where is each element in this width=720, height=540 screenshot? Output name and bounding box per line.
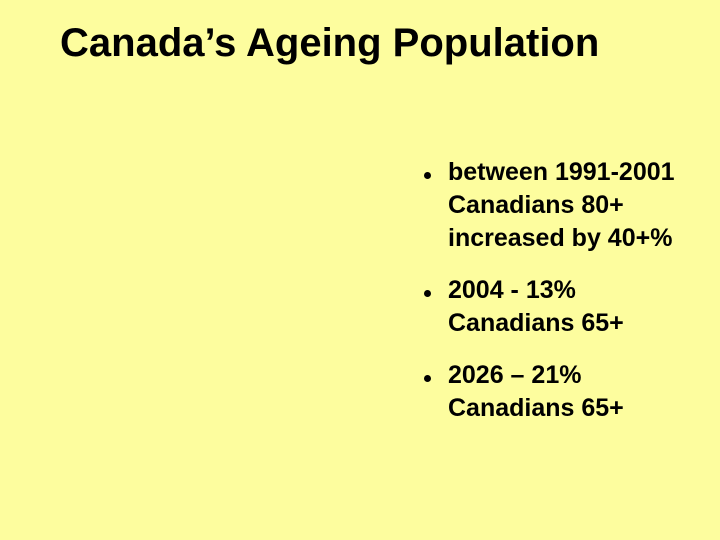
bullet-list: between 1991-2001 Canadians 80+ increase… <box>420 156 712 425</box>
bullet-line: Canadians 65+ <box>448 309 624 337</box>
bullet-line: Canadians 80+ <box>448 191 624 219</box>
bullet-line: increased by 40+% <box>448 224 673 252</box>
bullet-line: Canadians 65+ <box>448 394 624 422</box>
bullet-dot-icon <box>424 375 431 382</box>
bullet-line: 2026 – 21% <box>448 361 582 389</box>
bullet-item-ageing-80plus: between 1991-2001 Canadians 80+ increase… <box>420 156 712 255</box>
bullet-line: 2004 - 13% <box>448 276 576 304</box>
bullet-dot-icon <box>424 172 431 179</box>
bullet-item-2004-65plus: 2004 - 13% Canadians 65+ <box>420 274 712 340</box>
bullet-line: between 1991-2001 <box>448 158 675 186</box>
bullet-item-2026-65plus: 2026 – 21% Canadians 65+ <box>420 359 712 425</box>
slide-title: Canada’s Ageing Population <box>60 21 600 65</box>
bullet-dot-icon <box>424 290 431 297</box>
